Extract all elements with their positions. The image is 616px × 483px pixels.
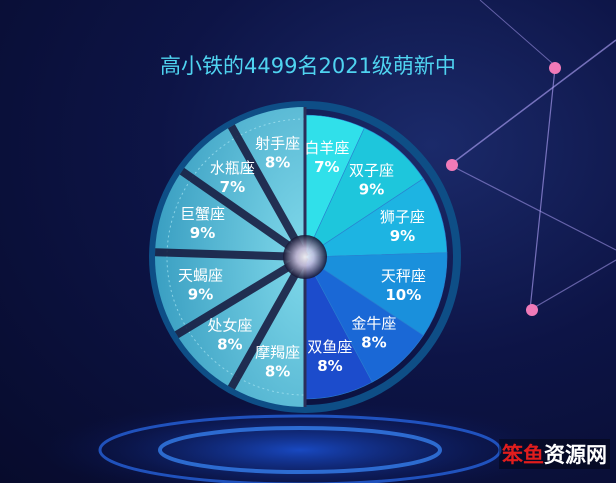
slice-label-4: 金牛座: [351, 315, 396, 333]
slice-3[interactable]: [304, 252, 448, 336]
slice-label-3: 天秤座: [381, 267, 426, 285]
chart-title: 高小铁的4499名2021级萌新中: [160, 54, 456, 78]
slice-label-9: 巨蟹座: [180, 205, 225, 223]
outer-ring: [149, 101, 461, 413]
watermark-part2: 资源网: [544, 443, 607, 467]
slice-label-1: 双子座: [349, 161, 394, 179]
spoke-1: [174, 253, 308, 339]
slice-value-0: 7%: [314, 158, 339, 176]
slice-value-8: 9%: [188, 285, 213, 303]
watermark: 笨鱼资源网: [499, 439, 610, 469]
slice-value-6: 8%: [265, 362, 290, 380]
spoke-0: [227, 255, 309, 390]
slice-value-11: 8%: [265, 154, 290, 172]
slice-value-1: 9%: [359, 180, 384, 198]
slice-label-0: 白羊座: [304, 139, 349, 157]
dotted-ring: [166, 118, 306, 396]
slice-label-11: 射手座: [255, 135, 300, 153]
slice-label-2: 狮子座: [380, 208, 425, 226]
slice-label-6: 摩羯座: [255, 343, 300, 361]
slice-value-3: 10%: [385, 286, 421, 304]
background-decor: [40, 0, 616, 483]
slice-label-10: 水瓶座: [210, 159, 255, 177]
spoke-2: [154, 248, 306, 261]
slice-value-7: 8%: [217, 336, 242, 354]
spoke-3: [179, 167, 308, 261]
center-glow: [283, 235, 327, 279]
slice-value-10: 7%: [220, 178, 245, 196]
slice-label-5: 双鱼座: [307, 338, 352, 356]
slice-value-5: 8%: [317, 357, 342, 375]
slice-label-8: 天蝎座: [178, 266, 223, 284]
slice-label-7: 处女座: [207, 317, 252, 335]
slice-value-4: 8%: [361, 334, 386, 352]
slice-value-9: 9%: [190, 224, 215, 242]
slice-value-2: 9%: [390, 227, 415, 245]
watermark-part1: 笨鱼: [502, 443, 544, 467]
spoke-4: [227, 124, 309, 259]
